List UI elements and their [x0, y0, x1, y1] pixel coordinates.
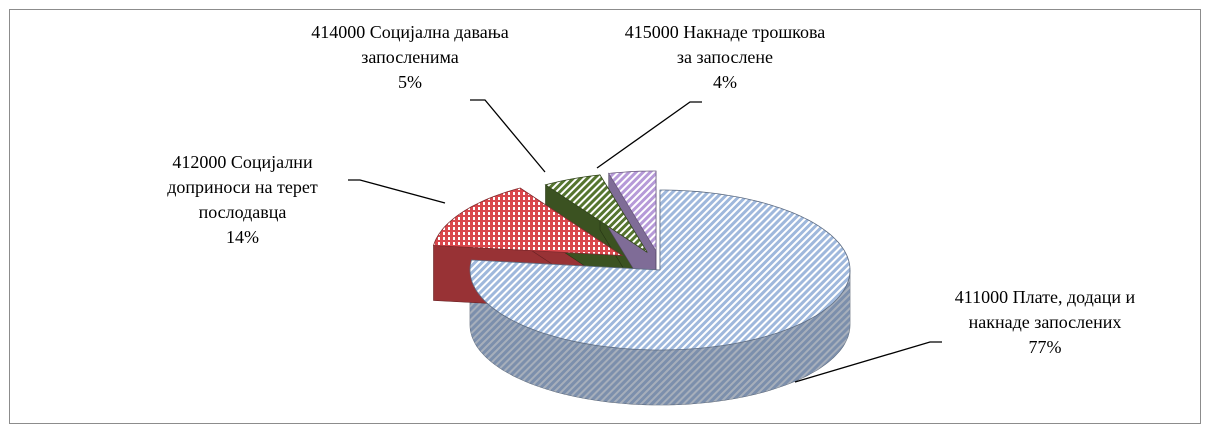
value-label: 14% — [226, 227, 259, 247]
leader-lines — [348, 99, 942, 383]
slice — [432, 187, 624, 256]
leader-line — [470, 99, 546, 173]
slice — [544, 174, 648, 253]
leader-line — [348, 179, 446, 204]
value-label: 5% — [398, 72, 422, 92]
category-label: 415000 Накнаде трошкова за запослене — [624, 22, 826, 67]
value-label: 4% — [713, 72, 737, 92]
leader-line — [596, 101, 702, 169]
chart-frame — [9, 9, 1201, 424]
pie — [432, 170, 851, 406]
slice-side-hatch — [470, 270, 850, 405]
data-label: 412000 Социјални доприноси на терет посл… — [130, 150, 355, 250]
data-label: 411000 Плате, додаци и накнаде запослени… — [945, 285, 1145, 360]
slice — [608, 170, 657, 253]
category-label: 414000 Социјална давања запосленима — [311, 22, 509, 67]
slice — [469, 189, 851, 351]
data-label: 414000 Социјална давања запосленима 5% — [265, 20, 555, 95]
category-label: 411000 Плате, додаци и накнаде запослени… — [954, 287, 1136, 332]
leader-line — [794, 341, 942, 383]
category-label: 412000 Социјални доприноси на терет посл… — [167, 152, 318, 222]
data-label: 415000 Накнаде трошкова за запослене 4% — [620, 20, 830, 95]
value-label: 77% — [1028, 337, 1062, 357]
